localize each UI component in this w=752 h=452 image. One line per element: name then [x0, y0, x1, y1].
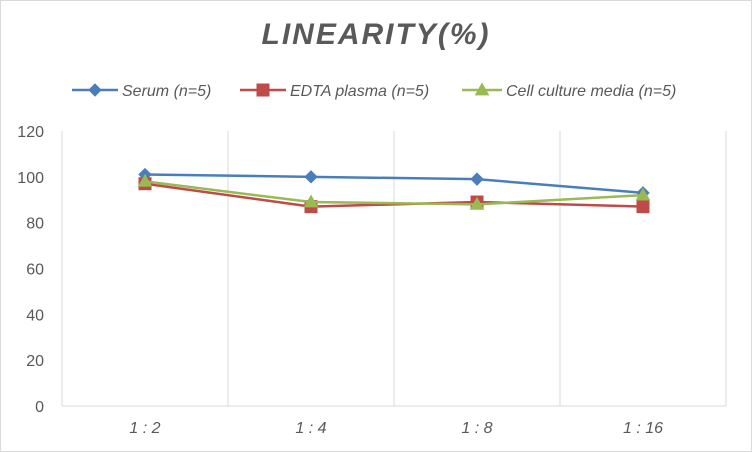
y-tick-label: 60	[26, 262, 44, 279]
data-point-series-2	[636, 200, 650, 214]
x-tick-label: 1 : 4	[295, 420, 326, 437]
series-line-3	[144, 180, 644, 206]
x-tick-label: 1 : 2	[129, 420, 160, 437]
data-point-series-3	[137, 173, 153, 187]
y-tick-label: 0	[35, 399, 44, 416]
chart-title: LINEARITY(%)	[261, 18, 491, 51]
data-point-series-1	[304, 170, 318, 184]
legend-label-2: EDTA plasma (n=5)	[290, 83, 429, 100]
legend-marker-2	[256, 83, 270, 97]
legend-marker-1	[88, 83, 102, 97]
data-point-series-3	[303, 194, 319, 208]
y-tick-label: 20	[26, 353, 44, 370]
y-tick-label: 120	[17, 124, 44, 141]
legend-label-1: Serum (n=5)	[122, 83, 211, 100]
series-line-1	[144, 173, 644, 195]
legend-label-3: Cell culture media (n=5)	[506, 83, 676, 100]
data-point-series-3	[469, 196, 485, 210]
y-tick-label: 40	[26, 307, 44, 324]
x-tick-label: 1 : 16	[623, 420, 663, 437]
y-tick-label: 100	[17, 170, 44, 187]
legend-marker-3	[474, 82, 490, 96]
data-point-series-1	[470, 172, 484, 186]
y-tick-label: 80	[26, 216, 44, 233]
data-point-series-3	[635, 187, 651, 201]
x-tick-label: 1 : 8	[461, 420, 492, 437]
